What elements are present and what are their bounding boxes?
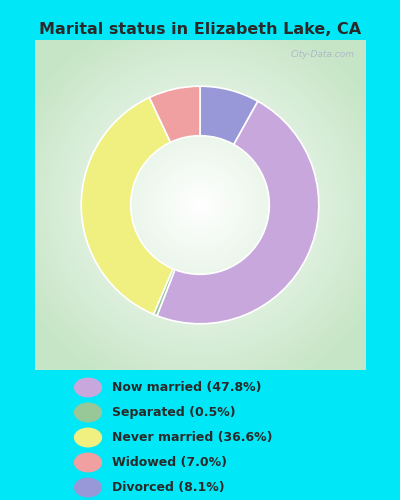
Text: Now married (47.8%): Now married (47.8%) — [112, 381, 262, 394]
Text: Separated (0.5%): Separated (0.5%) — [112, 406, 236, 419]
Circle shape — [74, 428, 102, 446]
Wedge shape — [81, 98, 173, 314]
Circle shape — [74, 478, 102, 496]
Wedge shape — [157, 102, 319, 324]
Text: Divorced (8.1%): Divorced (8.1%) — [112, 481, 225, 494]
Circle shape — [74, 454, 102, 471]
Wedge shape — [200, 86, 258, 144]
Circle shape — [74, 404, 102, 421]
Text: Never married (36.6%): Never married (36.6%) — [112, 431, 272, 444]
Circle shape — [74, 378, 102, 396]
Text: City-Data.com: City-Data.com — [291, 50, 355, 59]
Wedge shape — [150, 86, 200, 142]
Text: Widowed (7.0%): Widowed (7.0%) — [112, 456, 227, 469]
Wedge shape — [154, 269, 175, 316]
Text: Marital status in Elizabeth Lake, CA: Marital status in Elizabeth Lake, CA — [39, 22, 361, 38]
